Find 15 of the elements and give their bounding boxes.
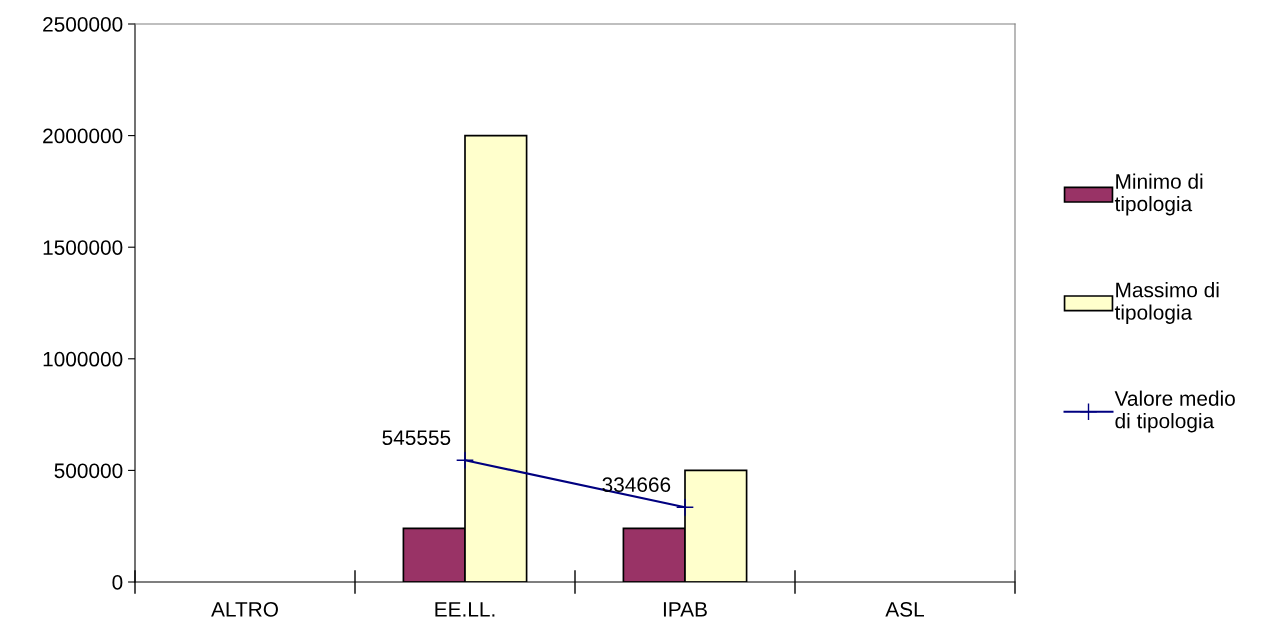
y-tick-label: 500000 xyxy=(54,463,123,479)
data-label: 334666 xyxy=(602,477,671,493)
y-tick-label: 1500000 xyxy=(43,240,123,255)
y-tick-label: 2000000 xyxy=(43,128,123,144)
legend-label: Massimo di tipologia xyxy=(1114,282,1219,324)
x-tick-label: ASL xyxy=(885,601,924,617)
y-tick-label: 0 xyxy=(112,575,123,590)
y-tick-label: 2500000 xyxy=(43,17,123,32)
x-tick-label: ALTRO xyxy=(211,601,278,617)
data-label: 545555 xyxy=(382,430,451,445)
y-tick-label: 1000000 xyxy=(43,351,123,367)
legend-label: Valore medio di tipologia xyxy=(1114,390,1235,433)
x-tick-label: IPAB xyxy=(663,602,707,617)
x-tick-label: EE.LL. xyxy=(435,602,495,617)
legend-label: Minimo di tipologia xyxy=(1114,173,1203,216)
